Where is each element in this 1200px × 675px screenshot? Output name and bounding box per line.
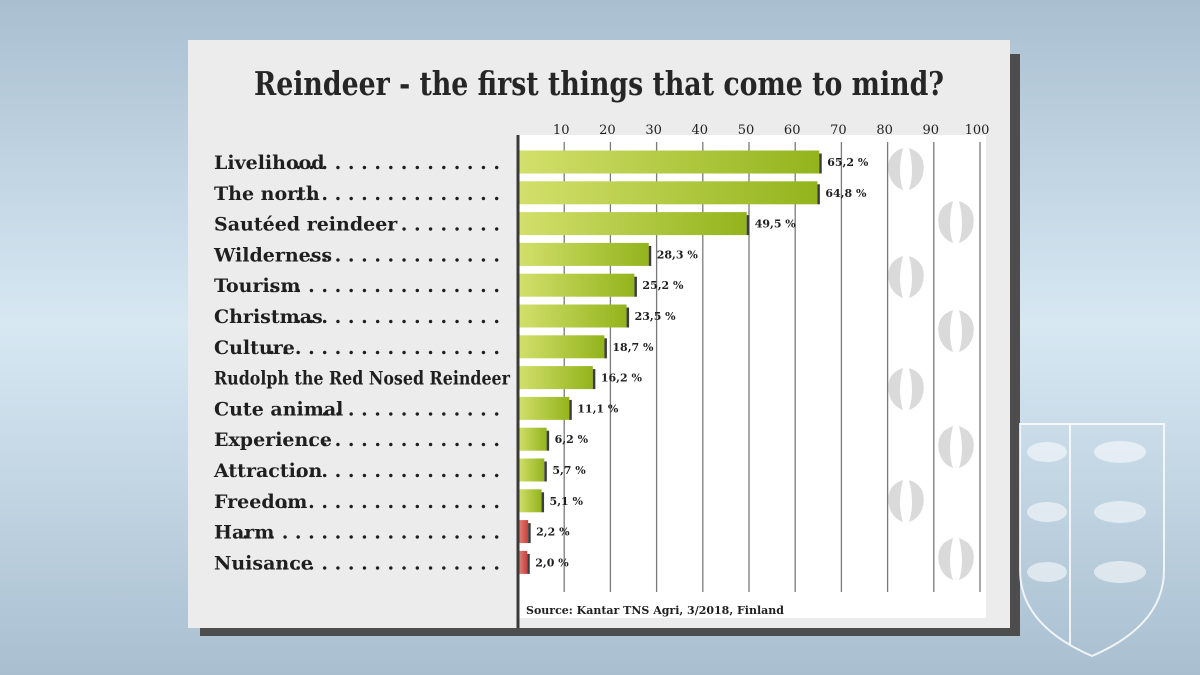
leader-dots: . . . . . . . . . . . . . . . . . . xyxy=(268,275,500,297)
bar-shadow xyxy=(746,215,750,236)
value-label: 2,2 % xyxy=(536,526,570,539)
bar-shadow xyxy=(819,153,822,174)
bar-cute-animal xyxy=(518,396,570,420)
bar-chart: Reindeer - the first things that come to… xyxy=(213,64,990,628)
x-tick-label: 100 xyxy=(965,123,990,138)
category-label: Wilderness xyxy=(213,244,332,266)
bar-shadow xyxy=(626,307,630,328)
value-label: 16,2 % xyxy=(601,372,643,385)
value-label: 65,2 % xyxy=(827,156,869,169)
value-label: 6,2 % xyxy=(555,433,589,446)
category-label: Rudolph the Red Nosed Reindeer xyxy=(214,368,511,390)
bar-saut-ed-reindeer xyxy=(518,212,747,236)
category-label: Culture xyxy=(214,337,295,359)
bar-shadow xyxy=(604,338,607,359)
bar-shadow xyxy=(528,523,531,544)
category-label: Harm xyxy=(214,522,274,544)
x-tick-label: 90 xyxy=(923,123,940,138)
value-label: 23,5 % xyxy=(635,310,677,323)
hoofprint-decoration xyxy=(888,148,974,580)
x-tick-label: 80 xyxy=(876,123,893,138)
leader-dots: . . . . . . . . . . . . . . . . xyxy=(295,460,500,482)
leader-dots: . . . . . . . . . . . . . . xyxy=(321,398,500,420)
value-label: 2,0 % xyxy=(535,556,569,569)
bar-shadow xyxy=(546,430,550,451)
value-label: 49,5 % xyxy=(755,218,797,231)
category-label: Sautéed reindeer xyxy=(214,214,398,236)
category-label: Attraction xyxy=(213,460,323,482)
category-label: Freedom xyxy=(214,491,307,513)
bar-nuisance xyxy=(518,550,528,574)
category-label: The north xyxy=(214,183,320,205)
value-label: 64,8 % xyxy=(825,187,867,200)
bar-the-north xyxy=(518,181,818,205)
hoofprint-icon xyxy=(888,368,924,410)
bar-shadow xyxy=(592,369,596,390)
leader-dots: . . . . . . . . . . . . . . . xyxy=(308,429,500,451)
bar-wilderness xyxy=(518,242,649,266)
leader-dots: . . . . . . . . . . . . . . . . . . xyxy=(268,337,500,359)
bar-attraction xyxy=(518,458,545,482)
bar-freedom xyxy=(518,489,542,513)
bar-shadow xyxy=(634,276,637,297)
bar-experience xyxy=(518,427,547,451)
value-label: 5,1 % xyxy=(550,495,584,508)
category-label: Cute animal xyxy=(214,398,343,420)
category-label: Nuisance xyxy=(214,552,313,574)
value-label: 28,3 % xyxy=(657,248,699,261)
bar-harm xyxy=(518,520,529,544)
coat-of-arms-watermark xyxy=(1019,423,1165,658)
value-label: 25,2 % xyxy=(642,279,684,292)
category-label: Tourism xyxy=(214,275,300,297)
category-label: Livelihood xyxy=(214,152,325,174)
bar-rudolph-the-red-nosed-reindeer xyxy=(518,366,593,390)
value-label: 11,1 % xyxy=(577,402,619,415)
leader-dots: . . . . . . . . . . . . . . . . xyxy=(295,152,500,174)
leader-dots: . . . . . . . . . . . . . . . . . xyxy=(282,552,500,574)
bar-shadow xyxy=(569,399,572,420)
leader-dots: . . . . . . . . . . . . . . . xyxy=(308,244,500,266)
bar-shadow xyxy=(527,553,530,574)
hoofprint-icon xyxy=(938,201,974,243)
hoofprint-icon xyxy=(888,480,924,522)
chart-title: Reindeer - the first things that come to… xyxy=(254,64,944,103)
x-tick-label: 20 xyxy=(599,123,616,138)
bar-culture xyxy=(518,335,605,359)
x-tick-label: 70 xyxy=(830,123,847,138)
leader-dots: . . . . . . . . . . . . . . . . xyxy=(295,306,500,328)
x-tick-label: 60 xyxy=(784,123,801,138)
bar-shadow xyxy=(541,492,545,513)
bar-christmas xyxy=(518,304,627,328)
leader-dots: . . . . . . . . . xyxy=(388,214,500,236)
x-tick-label: 50 xyxy=(738,123,755,138)
hoofprint-icon xyxy=(888,148,924,190)
hoofprint-icon xyxy=(938,310,974,352)
leader-dots: . . . . . . . . . . . . . . . . xyxy=(295,183,500,205)
category-label: Christmas xyxy=(214,306,323,328)
hoofprint-icon xyxy=(938,538,974,580)
hoofprint-icon xyxy=(938,426,974,468)
bar-shadow xyxy=(544,461,547,482)
chart-card: Reindeer - the first things that come to… xyxy=(188,40,1010,628)
bar-livelihood xyxy=(518,150,820,174)
hoofprint-icon xyxy=(888,256,924,298)
x-tick-label: 30 xyxy=(645,123,662,138)
x-tick-label: 40 xyxy=(692,123,709,138)
value-label: 5,7 % xyxy=(552,464,586,477)
category-label: Experience xyxy=(214,429,332,451)
x-tick-label: 10 xyxy=(553,123,570,138)
leader-dots: . . . . . . . . . . . . . . . . . . . . xyxy=(242,522,500,544)
bar-shadow xyxy=(648,245,652,266)
bar-shadow xyxy=(817,184,820,205)
source-note: Source: Kantar TNS Agri, 3/2018, Finland xyxy=(526,604,784,617)
leader-dots: . . . . . . . . . . . . . . . . . xyxy=(282,491,500,513)
value-label: 18,7 % xyxy=(612,341,654,354)
bar-tourism xyxy=(518,273,635,297)
